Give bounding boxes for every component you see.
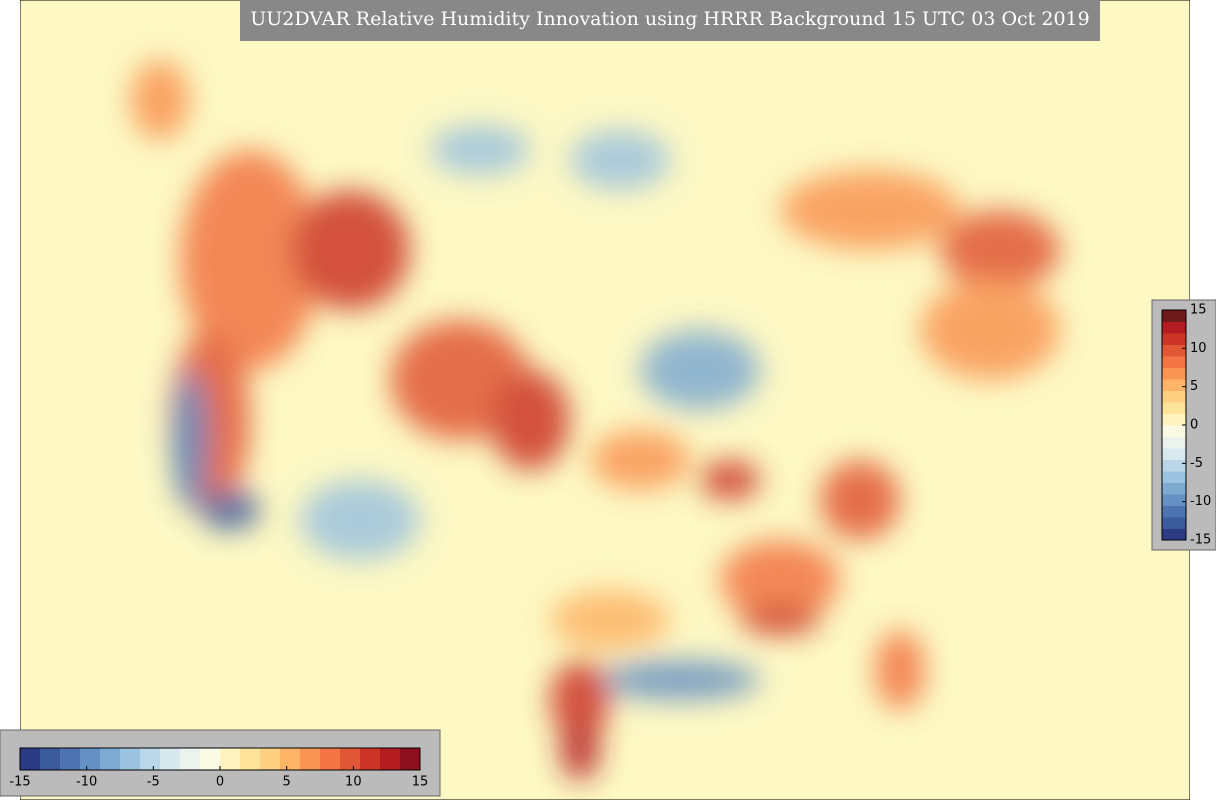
colorbar-tick-label: -10 [1190, 494, 1211, 509]
colorbar-segment [1162, 528, 1186, 541]
colorbar-tick-label: -5 [147, 775, 160, 790]
colorbar-segment [1162, 310, 1186, 322]
colorbar-tick-label: 10 [1190, 341, 1207, 356]
colorbar-segment [20, 748, 41, 770]
humidity-field [130, 60, 1060, 780]
colorbar-segment [120, 748, 141, 770]
colorbar-segment [140, 748, 161, 770]
colorbar-tick-label: 15 [412, 775, 429, 790]
colorbar-segment [100, 748, 121, 770]
colorbar-tick-label: 5 [283, 775, 291, 790]
colorbar-segment [340, 748, 361, 770]
colorbar-segment [280, 748, 301, 770]
colorbar-segment [1162, 436, 1186, 449]
colorbar-segment [200, 748, 221, 770]
colorbar-segment [160, 748, 181, 770]
colorbar-segment [1162, 505, 1186, 518]
colorbar-segment [1162, 425, 1186, 437]
colorbar-segment [260, 748, 281, 770]
colorbar-tick-label: 5 [1190, 379, 1198, 394]
colorbar-segment [320, 748, 341, 770]
colorbar-tick-label: 15 [1190, 303, 1207, 318]
colorbar-tick-label: 10 [345, 775, 362, 790]
colorbar-segment [1162, 413, 1186, 426]
colorbar-tick-label: -5 [1190, 456, 1203, 471]
colorbar-tick-label: 0 [1190, 418, 1198, 433]
colorbar-segment [220, 748, 241, 770]
colorbar-tick-label: -10 [76, 775, 97, 790]
colorbar-tick-label: -15 [9, 775, 30, 790]
colorbar-tick-label: 0 [216, 775, 224, 790]
colorbar-tick-label: -15 [1190, 533, 1211, 548]
colorbar-segment [1162, 356, 1186, 368]
colorbar-segment [400, 748, 421, 770]
colorbar-segment [180, 748, 201, 770]
colorbar-segment [1162, 471, 1186, 483]
map-title: UU2DVAR Relative Humidity Innovation usi… [250, 8, 1089, 30]
colorbar-segment [1162, 379, 1186, 391]
colorbar-segment [1162, 333, 1186, 345]
colorbar-segment [1162, 482, 1186, 495]
colorbar-segment [60, 748, 81, 770]
colorbar-segment [360, 748, 381, 770]
colorbar-segment [1162, 459, 1186, 472]
map [20, 0, 1190, 800]
colorbar-segment [1162, 321, 1186, 334]
colorbar-segment [80, 748, 101, 770]
colorbar-segment [300, 748, 321, 770]
title-box [240, 0, 1100, 41]
colorbar-segment [1162, 517, 1186, 529]
colorbar-segment [1162, 494, 1186, 506]
colorbar-segment [1162, 448, 1186, 460]
colorbar-segment [1162, 367, 1186, 380]
colorbar-segment [380, 748, 401, 770]
colorbar-segment [240, 748, 261, 770]
colorbar-segment [40, 748, 61, 770]
colorbar-segment [1162, 402, 1186, 414]
colorbar-segment [1162, 344, 1186, 357]
colorbar-segment [1162, 390, 1186, 403]
